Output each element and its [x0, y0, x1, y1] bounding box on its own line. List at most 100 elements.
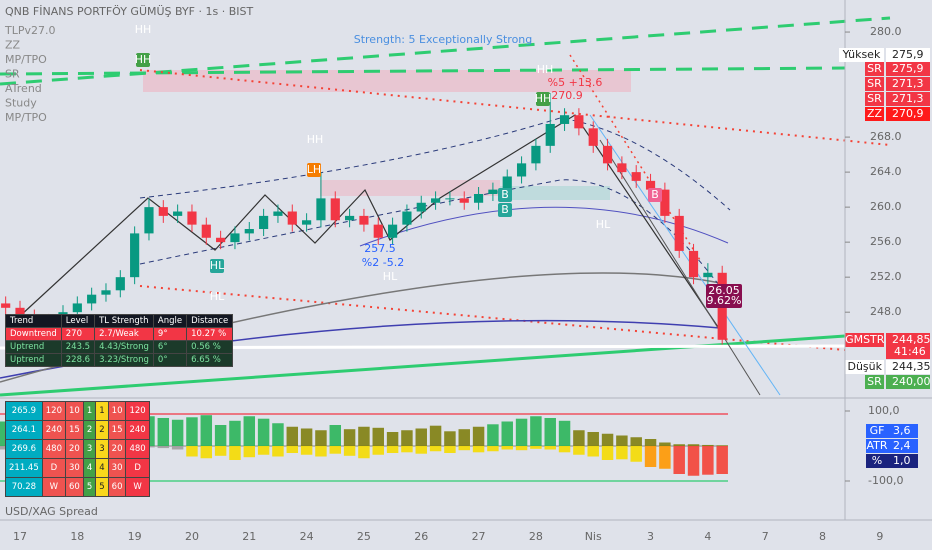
stat-value-text: 2,4 — [893, 439, 911, 452]
table-cell: 20 — [107, 439, 127, 459]
osc-bar — [702, 445, 714, 475]
candle-body — [459, 198, 469, 203]
annotation: %5 +13.6 — [548, 76, 603, 89]
stat-tag — [866, 439, 888, 453]
annotation: 26.05 — [708, 284, 740, 297]
candle-body — [359, 215, 369, 225]
osc-bar — [229, 445, 241, 460]
osc-bar — [186, 417, 198, 446]
osc-bar — [286, 445, 299, 453]
price-label — [886, 375, 930, 389]
osc-bar — [630, 445, 642, 462]
candle-body — [101, 290, 111, 295]
trend-channel — [0, 66, 846, 76]
table-cell: 10.27 % — [186, 327, 234, 341]
osc-bar — [573, 445, 585, 455]
candle-body — [402, 211, 412, 225]
candle-body — [287, 211, 297, 225]
osc-bar — [558, 420, 571, 446]
candle-body — [617, 163, 627, 173]
channel-band — [139, 179, 731, 301]
osc-bar — [372, 445, 384, 455]
osc-bar — [644, 438, 657, 446]
osc-bar — [659, 445, 671, 469]
osc-bar — [458, 445, 470, 451]
osc-bar — [501, 421, 513, 446]
candle-body — [473, 193, 484, 203]
x-tick-label: Nis — [585, 530, 602, 543]
table-header: Trend Level TL Strength Angle Distance — [5, 314, 234, 328]
osc-bar — [530, 445, 542, 449]
marker-box — [136, 53, 150, 67]
annotation: HL — [210, 259, 225, 272]
stat-tag-text: % — [872, 454, 882, 467]
tooltip-box — [706, 284, 742, 308]
price-label-text: 275,9 — [892, 62, 924, 75]
annotation: HH — [135, 23, 152, 36]
candle-body — [588, 128, 598, 146]
candle-body — [602, 145, 613, 164]
candle-body — [345, 215, 355, 221]
price-label-text: 240,00 — [892, 375, 931, 388]
osc-bar — [515, 418, 528, 446]
osc-bar — [214, 424, 227, 446]
chart-title: QNB FİNANS PORTFÖY GÜMÜŞ BYF · 1s · BIST — [5, 5, 253, 18]
table-row: 211.45 D 30 4 4 30 D — [5, 458, 150, 478]
osc-bar — [243, 416, 256, 446]
y-tick-label: 260.0 — [870, 200, 902, 213]
table-cell: 1 — [95, 401, 109, 421]
table-cell: Uptrend — [5, 340, 62, 354]
y-tick-label: 256.0 — [870, 235, 902, 248]
table-cell: 6° — [152, 340, 188, 354]
candle-body — [330, 198, 340, 221]
osc-bar — [515, 445, 528, 451]
x-tick-label: 3 — [647, 530, 654, 543]
table-cell: 120 — [125, 401, 150, 421]
table-cell: 10 — [64, 401, 84, 421]
annotation: LH — [307, 163, 321, 176]
osc-bar — [157, 445, 170, 449]
osc-bar — [200, 445, 213, 459]
osc-bar — [171, 419, 184, 446]
table-row: 265.9 120 10 1 1 10 120 — [5, 401, 150, 421]
x-tick-label: 24 — [300, 530, 314, 543]
price-tag — [865, 107, 884, 121]
candle-body — [216, 237, 226, 243]
table-cell: 2 — [82, 420, 97, 440]
osc-bar — [329, 424, 342, 446]
annotation: 9.62% — [707, 294, 742, 307]
table-row: Uptrend 243.5 4.43/Strong 6° 0.56 % — [5, 340, 234, 354]
osc-bar — [687, 444, 700, 446]
annotation: %2 -5.2 — [362, 256, 404, 269]
stat-value-text: 3,6 — [893, 424, 911, 437]
candle-body — [230, 233, 240, 243]
channel-line — [599, 139, 761, 396]
table-cell: D — [125, 458, 150, 478]
osc-bar — [243, 445, 256, 458]
x-tick-label: 20 — [185, 530, 199, 543]
candle-body — [72, 303, 82, 313]
osc-bar — [171, 445, 184, 450]
table-cell: 269.6 — [5, 439, 43, 459]
annotation: HH — [135, 53, 152, 66]
price-tag — [865, 375, 884, 389]
table-cell: 3 — [95, 439, 109, 459]
table-cell: 228.6 — [60, 353, 96, 367]
candle-body — [559, 115, 570, 124]
x-tick-label: 28 — [529, 530, 543, 543]
osc-bar — [214, 445, 227, 456]
osc-bar — [530, 416, 542, 446]
y-tick-label: 252.0 — [870, 270, 902, 283]
table-cell: 4 — [95, 458, 109, 478]
x-tick-label: 26 — [414, 530, 428, 543]
candle-body — [187, 211, 197, 225]
osc-bar — [716, 445, 728, 475]
annotation: HL — [210, 290, 225, 303]
table-row: 269.6 480 20 3 3 20 480 — [5, 439, 150, 459]
table-cell: 4.43/Strong — [94, 340, 154, 354]
osc-bar — [372, 427, 384, 446]
osc-bar — [472, 445, 485, 453]
annotation: HL — [383, 270, 398, 283]
osc-bar — [386, 445, 399, 453]
